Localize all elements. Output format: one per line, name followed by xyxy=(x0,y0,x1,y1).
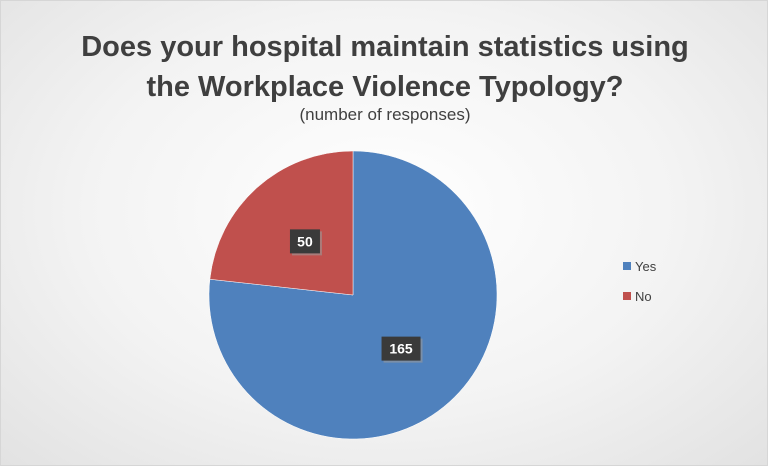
chart-title-line-2: the Workplace Violence Typology? xyxy=(146,71,624,103)
legend-label-yes: Yes xyxy=(635,258,657,274)
data-label-no: 50 xyxy=(289,229,322,256)
legend-item-yes: Yes xyxy=(623,257,656,275)
legend-label-no: No xyxy=(635,288,652,304)
pie-slice-no xyxy=(209,150,354,296)
svg-text:50: 50 xyxy=(297,233,313,249)
legend-swatch-yes xyxy=(623,262,631,270)
svg-text:165: 165 xyxy=(389,341,413,357)
legend: Yes No xyxy=(623,257,656,317)
chart-title-line-1: Does your hospital maintain statistics u… xyxy=(81,31,689,63)
chart-subtitle: (number of responses) xyxy=(299,105,471,124)
data-label-yes: 165 xyxy=(381,336,423,363)
legend-swatch-no xyxy=(623,292,631,300)
legend-item-no: No xyxy=(623,287,656,305)
